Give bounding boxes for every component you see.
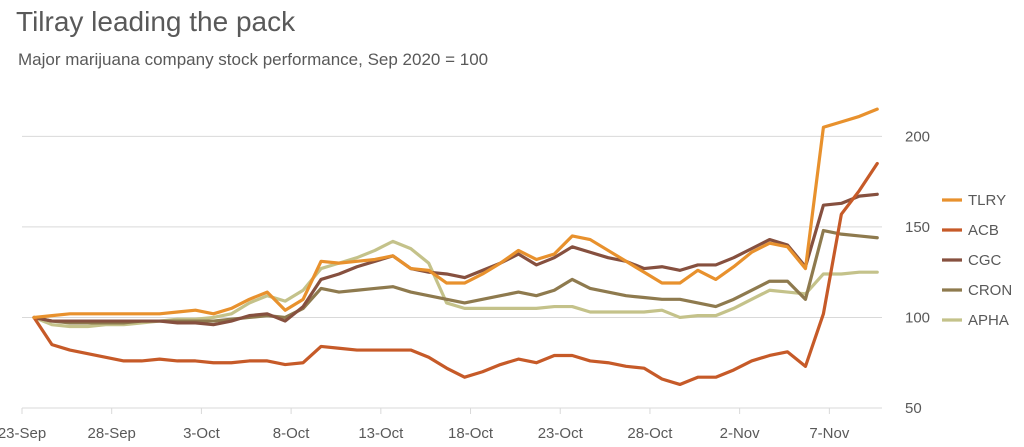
x-tick-label: 23-Oct: [538, 425, 584, 442]
series-line-tlry: [32, 107, 879, 320]
y-tick-label: 50: [905, 400, 922, 417]
x-tick-label: 2-Nov: [720, 425, 761, 442]
series-line-acb: [32, 161, 879, 387]
y-tick-label: 100: [905, 309, 930, 326]
legend-label-cgc: CGC: [968, 252, 1002, 269]
x-tick-label: 8-Oct: [273, 425, 311, 442]
x-tick-label: 23-Sep: [0, 425, 46, 442]
series-line-cgc: [32, 192, 879, 327]
x-tick-label: 3-Oct: [183, 425, 221, 442]
chart-title: Tilray leading the pack: [16, 6, 296, 37]
legend: TLRY ACB CGC CRON APHA: [942, 192, 1012, 329]
x-tick-label: 18-Oct: [448, 425, 494, 442]
x-tick-label: 13-Oct: [358, 425, 404, 442]
x-tick-label: 28-Sep: [88, 425, 136, 442]
x-axis: [21, 407, 882, 414]
y-axis-tick-labels: 50 100 150 200: [905, 128, 930, 417]
legend-label-acb: ACB: [968, 222, 999, 239]
legend-label-apha: APHA: [968, 312, 1009, 329]
x-axis-tick-labels: 23-Sep 28-Sep 3-Oct 8-Oct 13-Oct 18-Oct 23-Oct…: [0, 425, 850, 442]
gridlines: [22, 135, 882, 318]
legend-label-cron: CRON: [968, 282, 1012, 299]
legend-label-tlry: TLRY: [968, 192, 1006, 209]
chart-subtitle: Major marijuana company stock performanc…: [18, 50, 489, 69]
x-tick-label: 28-Oct: [627, 425, 673, 442]
y-tick-label: 150: [905, 219, 930, 236]
series-lines: [32, 107, 879, 387]
y-tick-label: 200: [905, 128, 930, 145]
x-tick-label: 7-Nov: [809, 425, 850, 442]
